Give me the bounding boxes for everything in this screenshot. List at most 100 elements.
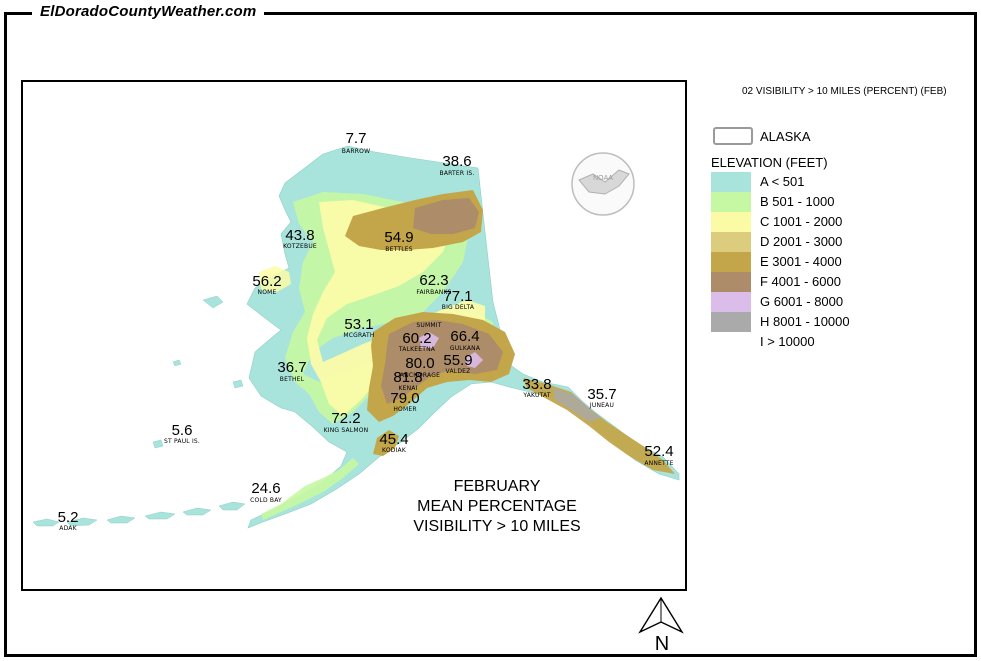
brooks-range-peaks bbox=[413, 198, 479, 234]
station-value: 79.0 bbox=[390, 390, 420, 407]
station-name: GULKANA bbox=[449, 345, 481, 352]
station-name: YAKUTAT bbox=[523, 392, 551, 399]
station-name: SUMMIT bbox=[416, 322, 442, 329]
station-value: 43.8 bbox=[285, 227, 315, 244]
station-name: MCGRATH bbox=[343, 332, 375, 339]
station-name: JUNEAU bbox=[589, 402, 615, 409]
station-name: KING SALMON bbox=[323, 427, 369, 434]
station-value: 77.1 bbox=[443, 288, 473, 305]
legend-swatch bbox=[711, 272, 751, 292]
legend-class-c: C 1001 - 2000 bbox=[711, 212, 951, 232]
station-value: 62.3 bbox=[419, 272, 449, 289]
map-panel: NOAA bbox=[21, 80, 687, 591]
legend-swatch bbox=[711, 292, 751, 312]
layer-title: 02 VISIBILITY > 10 MILES (PERCENT) (FEB) bbox=[742, 86, 947, 97]
legend-class-label: E 3001 - 4000 bbox=[760, 254, 842, 269]
legend-class-label: H 8001 - 10000 bbox=[760, 314, 850, 329]
caption-line-2: MEAN PERCENTAGE bbox=[417, 498, 577, 515]
station-name: VALDEZ bbox=[445, 368, 471, 375]
outer-frame bbox=[4, 12, 977, 657]
legend-swatch bbox=[711, 212, 751, 232]
legend-class-label: C 1001 - 2000 bbox=[760, 214, 843, 229]
legend-boundary-row: ALASKA bbox=[711, 127, 951, 149]
station-value: 52.4 bbox=[644, 443, 674, 460]
noaa-logo-text: NOAA bbox=[593, 175, 613, 182]
legend-class-label: B 501 - 1000 bbox=[760, 194, 835, 209]
station-value: 33.8 bbox=[522, 376, 552, 393]
legend-swatch bbox=[711, 332, 751, 352]
station-value: 66.4 bbox=[450, 328, 480, 345]
station-name: COLD BAY bbox=[250, 497, 282, 504]
station-name: KOTZEBUE bbox=[283, 243, 317, 250]
station-value: 60.2 bbox=[402, 330, 432, 347]
caption-line-1: FEBRUARY bbox=[453, 478, 541, 495]
legend-class-e: E 3001 - 4000 bbox=[711, 252, 951, 272]
station-value: 54.9 bbox=[384, 229, 414, 246]
station-value: 53.1 bbox=[344, 316, 374, 333]
elev-c-zone bbox=[307, 200, 485, 416]
station-name: NOME bbox=[257, 289, 277, 296]
alaska-peninsula bbox=[261, 458, 359, 520]
station-name: HOMER bbox=[393, 406, 417, 413]
station-value: 38.6 bbox=[442, 153, 472, 170]
station-value: 55.9 bbox=[443, 352, 473, 369]
caption-line-3: VISIBILITY > 10 MILES bbox=[413, 518, 581, 535]
station-name: BARTER IS. bbox=[439, 170, 475, 177]
station-name: ST PAUL IS. bbox=[163, 438, 201, 445]
station-name: FAIRBANKS bbox=[416, 289, 452, 296]
map-caption: FEBRUARY MEAN PERCENTAGE VISIBILITY > 10… bbox=[372, 477, 622, 537]
legend-class-b: B 501 - 1000 bbox=[711, 192, 951, 212]
boundary-swatch bbox=[713, 127, 753, 145]
legend-swatch bbox=[711, 252, 751, 272]
station-value: 81.8 bbox=[393, 369, 423, 386]
legend-swatch bbox=[711, 232, 751, 252]
legend-class-label: I > 10000 bbox=[760, 334, 815, 349]
station-name: KODIAK bbox=[382, 447, 406, 454]
station-value: 45.4 bbox=[379, 431, 409, 448]
legend-class-i: I > 10000 bbox=[711, 332, 951, 352]
legend-class-label: A < 501 bbox=[760, 174, 805, 189]
legend-class-f: F 4001 - 6000 bbox=[711, 272, 951, 292]
station-name: TALKEETNA bbox=[398, 346, 436, 353]
north-label: N bbox=[655, 633, 669, 655]
legend-class-label: D 2001 - 3000 bbox=[760, 234, 843, 249]
north-arrow-icon: N bbox=[638, 596, 684, 655]
station-name: BIG DELTA bbox=[441, 304, 475, 311]
legend-class-g: G 6001 - 8000 bbox=[711, 292, 951, 312]
station-name: ADAK bbox=[59, 525, 77, 532]
station-name: KENAI bbox=[398, 385, 418, 392]
station-value: 24.6 bbox=[251, 480, 281, 497]
station-name: BARROW bbox=[341, 148, 371, 155]
station-value: 80.0 bbox=[405, 355, 435, 372]
station-value: 5.6 bbox=[171, 422, 193, 439]
legend-class-label: G 6001 - 8000 bbox=[760, 294, 844, 309]
legend-swatch bbox=[711, 192, 751, 212]
station-name: BETHEL bbox=[279, 376, 305, 383]
alaska-map: NOAA bbox=[32, 145, 680, 529]
high-peaks bbox=[419, 332, 483, 368]
station-value: 35.7 bbox=[587, 386, 617, 403]
kodiak-island bbox=[373, 430, 399, 456]
station-value: 7.7 bbox=[345, 130, 367, 147]
aleutian-islands bbox=[32, 295, 246, 527]
seward-peninsula bbox=[259, 266, 291, 292]
site-title: ElDoradoCountyWeather.com bbox=[32, 3, 265, 20]
legend-class-h: H 8001 - 10000 bbox=[711, 312, 951, 332]
station-name: ANCHORAGE bbox=[399, 372, 441, 379]
station-value: 72.2 bbox=[331, 410, 361, 427]
panhandle-icefields bbox=[553, 388, 601, 422]
legend-class-a: A < 501 bbox=[711, 172, 951, 192]
station-name: BETTLES bbox=[385, 246, 413, 253]
noaa-logo: NOAA bbox=[571, 152, 635, 216]
north-arrow: N bbox=[636, 596, 686, 656]
station-value: 5.2 bbox=[57, 509, 79, 526]
legend-class-d: D 2001 - 3000 bbox=[711, 232, 951, 252]
legend-swatch bbox=[711, 172, 751, 192]
boundary-label: ALASKA bbox=[760, 129, 811, 144]
station-name: ANNETTE bbox=[644, 460, 674, 467]
station-value: 56.2 bbox=[252, 273, 282, 290]
elevation-title: ELEVATION (FEET) bbox=[711, 155, 828, 170]
station-value: 36.7 bbox=[277, 359, 307, 376]
alaska-range-peaks bbox=[381, 320, 503, 404]
legend-swatch bbox=[711, 312, 751, 332]
